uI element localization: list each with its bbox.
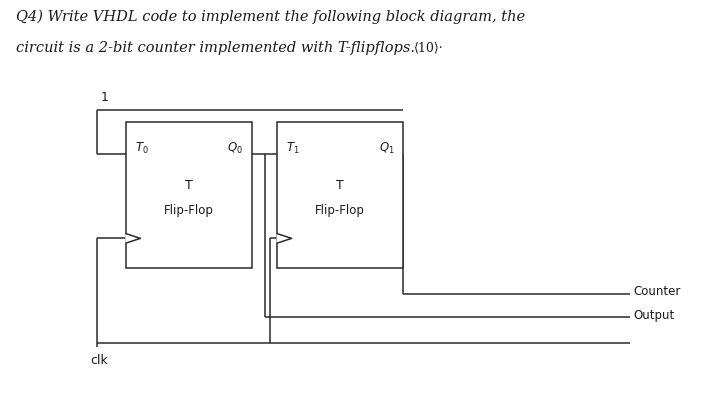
- Text: Flip-Flop: Flip-Flop: [315, 204, 365, 217]
- Text: T: T: [336, 179, 344, 191]
- Text: Q4) Write VHDL code to implement the following block diagram, the: Q4) Write VHDL code to implement the fol…: [16, 10, 525, 24]
- Polygon shape: [277, 234, 292, 243]
- Text: circuit is a 2-bit counter implemented with T-flipflops.: circuit is a 2-bit counter implemented w…: [16, 41, 415, 56]
- Text: clk: clk: [90, 354, 108, 367]
- Text: Output: Output: [634, 309, 675, 322]
- Bar: [277, 122, 403, 268]
- Bar: [126, 122, 252, 268]
- Text: $Q_0$: $Q_0$: [228, 141, 243, 156]
- Text: Counter: Counter: [634, 285, 681, 298]
- Text: 1: 1: [101, 91, 109, 104]
- Text: T: T: [185, 179, 193, 191]
- Text: $Q_1$: $Q_1$: [379, 141, 395, 156]
- Polygon shape: [126, 234, 140, 243]
- Text: $T_0$: $T_0$: [135, 141, 148, 156]
- Text: $T_1$: $T_1$: [286, 141, 300, 156]
- Text: ⟨10⟩·: ⟨10⟩·: [414, 41, 444, 54]
- Text: Flip-Flop: Flip-Flop: [164, 204, 214, 217]
